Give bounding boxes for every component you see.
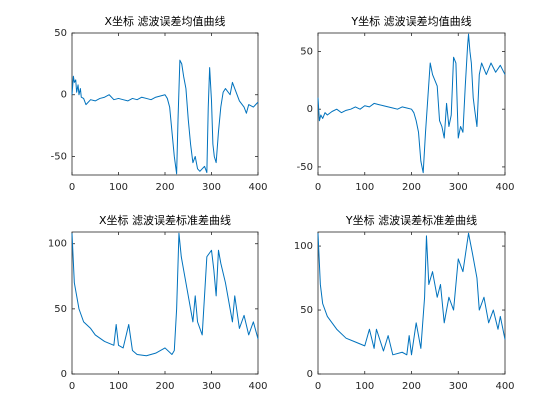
y-tick-label: 0 (307, 104, 313, 115)
x-tick-label: 300 (449, 182, 468, 193)
data-line (71, 59, 259, 175)
chart-title: Y坐标 滤波误差均值曲线 (350, 14, 471, 28)
x-tick-label: 100 (355, 381, 374, 392)
x-tick-label: 200 (402, 182, 421, 193)
data-line (317, 232, 506, 356)
x-tick-label: 0 (69, 182, 75, 193)
x-tick-label: 300 (449, 381, 468, 392)
y-tick-label: -50 (51, 151, 67, 162)
axes-box (317, 231, 506, 375)
y-tick-label: 50 (300, 46, 313, 57)
x-tick-label: 400 (248, 182, 267, 193)
data-line (317, 33, 506, 174)
x-tick-label: 100 (109, 182, 128, 193)
axes-box (71, 32, 259, 176)
data-line (71, 232, 259, 357)
axes-box (317, 32, 506, 176)
y-tick-label: 50 (54, 28, 67, 39)
chart-title: Y坐标 滤波误差标准差曲线 (345, 213, 477, 227)
y-tick-label: 0 (307, 369, 313, 380)
y-tick-label: 0 (61, 90, 67, 101)
x-tick-label: 200 (155, 381, 174, 392)
y-tick-label: 100 (294, 241, 313, 252)
x-tick-label: 300 (202, 381, 221, 392)
y-tick-label: 50 (54, 304, 67, 315)
x-tick-label: 200 (402, 381, 421, 392)
x-tick-label: 400 (495, 381, 514, 392)
x-tick-label: 400 (495, 182, 514, 193)
y-tick-label: 0 (61, 369, 67, 380)
x-tick-label: 0 (69, 381, 75, 392)
x-tick-label: 0 (315, 182, 321, 193)
y-tick-label: -50 (297, 162, 313, 173)
x-tick-label: 100 (109, 381, 128, 392)
y-tick-label: 50 (300, 305, 313, 316)
axes-box (71, 231, 259, 375)
y-tick-label: 100 (48, 239, 67, 250)
x-tick-label: 0 (315, 381, 321, 392)
x-tick-label: 200 (155, 182, 174, 193)
x-tick-label: 300 (202, 182, 221, 193)
chart-title: X坐标 滤波误差均值曲线 (104, 14, 225, 28)
x-tick-label: 100 (355, 182, 374, 193)
x-tick-label: 400 (248, 381, 267, 392)
chart-title: X坐标 滤波误差标准差曲线 (99, 213, 231, 227)
